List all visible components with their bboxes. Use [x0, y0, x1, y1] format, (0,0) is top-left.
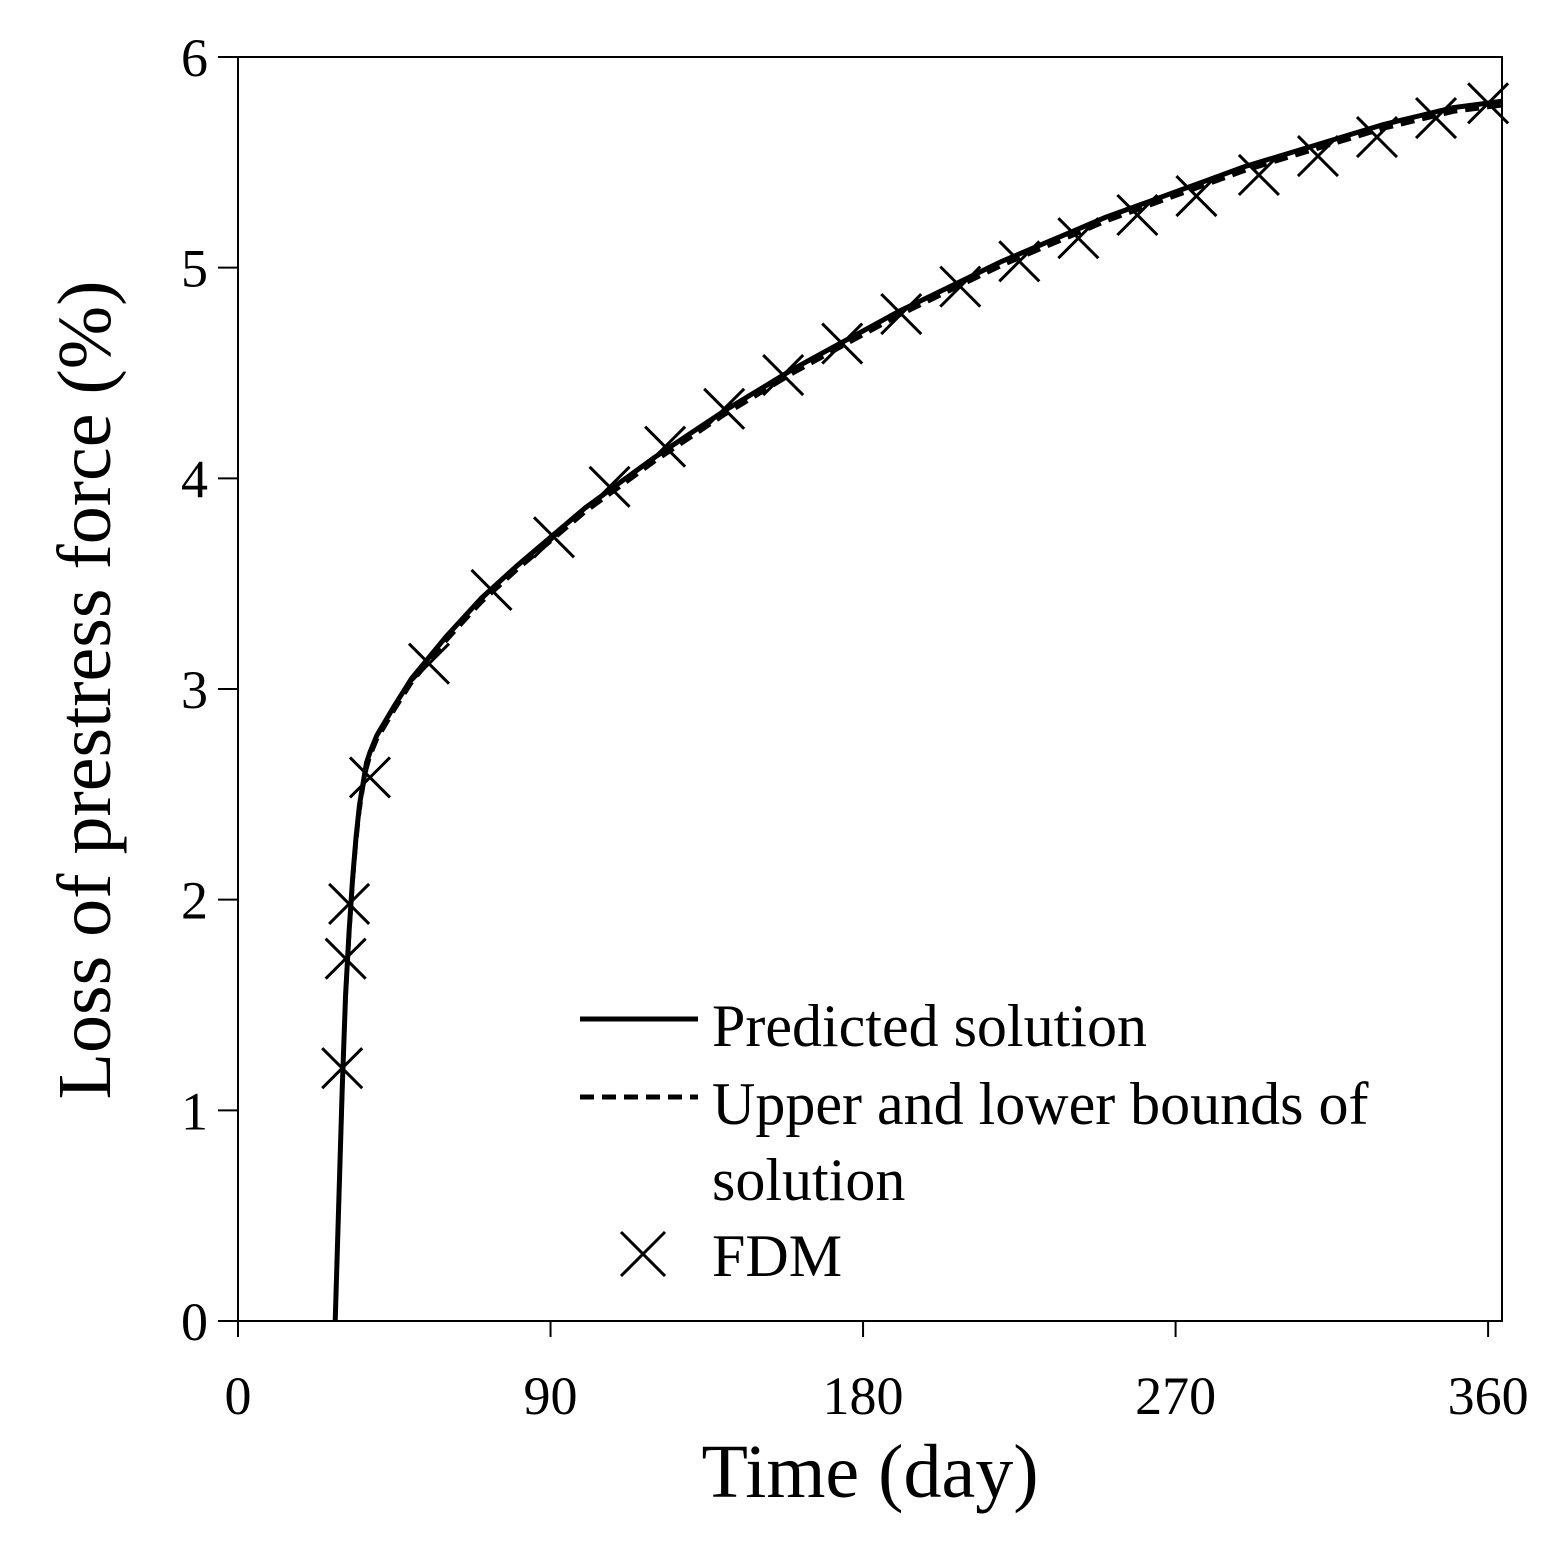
y-tick-label: 0 [181, 1292, 208, 1352]
y-tick-label: 1 [181, 1081, 208, 1141]
fdm-marker-stroke [328, 882, 371, 925]
fdm-marker-stroke [1296, 134, 1340, 178]
y-tick-label: 2 [181, 871, 208, 931]
fdm-marker-stroke [1414, 97, 1458, 140]
fdm-marker [880, 292, 923, 336]
y-tick-label: 4 [181, 449, 208, 509]
fdm-marker-stroke [703, 387, 746, 430]
fdm-marker [762, 354, 805, 397]
fdm-marker [939, 265, 982, 308]
fdm-marker-stroke [1355, 115, 1399, 159]
fdm-marker-stroke [998, 240, 1041, 283]
fdm-marker-stroke [532, 516, 576, 559]
x-tick-label: 90 [524, 1366, 578, 1426]
fdm-marker-stroke [939, 265, 982, 308]
fdm-marker-stroke [321, 1047, 364, 1090]
x-tick-label: 360 [1448, 1366, 1529, 1426]
fdm-marker-stroke [1057, 217, 1100, 260]
y-axis: 0 1 2 3 4 5 6 [181, 28, 238, 1352]
x-axis-title: Time (day) [701, 1430, 1038, 1514]
legend-label-fdm: FDM [712, 1223, 842, 1289]
bounds-line [333, 103, 1503, 1322]
fdm-marker [1355, 115, 1399, 159]
x-tick-label: 270 [1135, 1366, 1216, 1426]
fdm-marker-stroke [821, 322, 864, 365]
fdm-marker [821, 322, 864, 365]
fdm-marker [321, 1047, 364, 1090]
fdm-marker [1237, 153, 1280, 197]
fdm-marker [1175, 174, 1218, 218]
fdm-marker [703, 387, 746, 430]
y-tick-label: 5 [181, 239, 208, 299]
fdm-marker-stroke [880, 292, 923, 336]
fdm-marker-stroke [644, 425, 687, 468]
fdm-marker-stroke [470, 568, 513, 612]
predicted-line [332, 98, 1503, 1322]
fdm-marker [644, 425, 687, 468]
fdm-marker [1296, 134, 1340, 178]
fdm-marker-stroke [348, 756, 392, 799]
fdm-marker [470, 568, 513, 612]
fdm-marker-stroke [407, 642, 451, 685]
x-tick-label: 180 [823, 1366, 904, 1426]
legend-label-bounds-line2: solution [712, 1147, 905, 1213]
fdm-marker [998, 240, 1041, 283]
fdm-marker-stroke [1237, 153, 1280, 197]
legend-label-bounds-line1: Upper and lower bounds of [712, 1071, 1369, 1137]
x-axis: 0 90 180 270 360 [225, 1321, 1529, 1426]
fdm-marker [532, 516, 576, 559]
fdm-marker [1057, 217, 1100, 260]
fdm-marker [588, 465, 631, 508]
fdm-marker [1467, 82, 1510, 125]
fdm-marker-stroke [1467, 82, 1510, 125]
legend: Predicted solution Upper and lower bound… [580, 993, 1369, 1289]
fdm-marker-stroke [762, 354, 805, 397]
fdm-marker [324, 937, 367, 980]
fdm-marker [1414, 97, 1458, 140]
y-axis-title: Loss of prestress force (%) [43, 281, 127, 1100]
legend-marker-fdm [619, 1230, 667, 1278]
fdm-marker-stroke [1175, 174, 1218, 218]
fdm-marker-stroke [588, 465, 631, 508]
fdm-marker-stroke [324, 937, 367, 980]
legend-label-predicted: Predicted solution [712, 993, 1147, 1059]
y-tick-label: 6 [181, 28, 208, 88]
fdm-marker [1116, 193, 1159, 237]
fdm-marker [407, 642, 451, 685]
fdm-marker-stroke [1116, 193, 1159, 237]
y-tick-label: 3 [181, 660, 208, 720]
fdm-marker [328, 882, 371, 925]
x-tick-label: 0 [225, 1366, 252, 1426]
series-layer [321, 82, 1510, 1322]
fdm-marker [348, 756, 392, 799]
